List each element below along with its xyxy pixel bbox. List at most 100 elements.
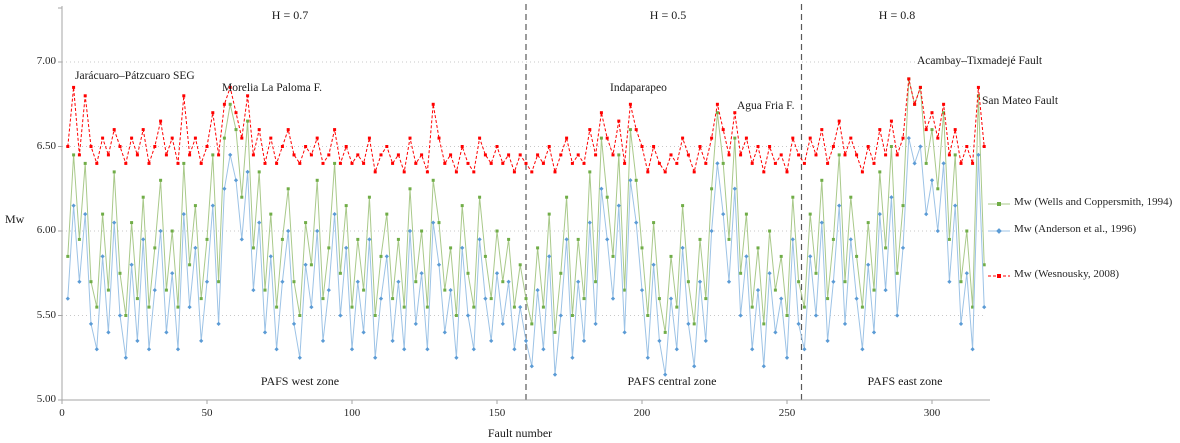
data-marker — [460, 204, 464, 208]
data-marker — [866, 221, 870, 225]
data-marker — [379, 254, 383, 258]
data-marker — [222, 186, 227, 191]
data-marker — [94, 347, 99, 352]
data-marker — [391, 297, 395, 301]
data-marker — [883, 287, 888, 293]
data-marker — [494, 271, 500, 276]
data-marker — [326, 287, 331, 293]
data-marker — [547, 254, 552, 259]
data-marker — [355, 279, 360, 284]
data-marker — [756, 246, 760, 250]
data-marker — [327, 153, 331, 157]
data-marker — [768, 229, 772, 233]
data-marker — [129, 262, 134, 267]
data-marker — [947, 153, 951, 157]
data-marker — [251, 246, 255, 250]
data-marker — [420, 153, 424, 157]
data-marker — [77, 279, 82, 284]
data-marker — [547, 212, 551, 216]
data-marker — [292, 153, 296, 157]
data-marker — [855, 254, 859, 258]
data-marker — [193, 204, 197, 208]
data-marker — [623, 288, 627, 292]
data-marker — [976, 85, 980, 89]
data-marker — [860, 170, 864, 174]
data-marker — [408, 136, 412, 140]
data-marker — [512, 347, 517, 352]
data-marker — [732, 186, 737, 191]
data-marker — [710, 136, 714, 140]
data-marker — [710, 187, 714, 191]
data-marker — [680, 245, 685, 251]
data-marker — [170, 271, 175, 276]
data-marker — [350, 305, 354, 309]
data-marker — [773, 330, 778, 335]
data-marker — [147, 305, 151, 309]
data-marker — [344, 204, 348, 208]
data-marker — [257, 220, 262, 225]
data-marker — [222, 136, 226, 140]
data-marker — [535, 287, 540, 293]
legend-label: Mw (Wesnousky, 2008) — [1014, 268, 1120, 280]
data-marker — [396, 237, 400, 241]
data-marker — [344, 145, 348, 148]
data-marker — [106, 153, 110, 157]
data-marker — [646, 314, 650, 317]
data-marker — [425, 305, 429, 309]
data-marker — [89, 145, 93, 148]
data-marker — [269, 136, 273, 140]
data-marker — [181, 211, 186, 217]
data-marker — [681, 136, 685, 140]
data-marker — [842, 321, 848, 327]
data-marker — [205, 237, 209, 241]
data-marker — [391, 161, 395, 165]
data-marker — [692, 364, 697, 369]
data-marker — [460, 245, 465, 251]
data-marker — [599, 111, 603, 115]
data-marker — [477, 237, 482, 242]
data-marker — [616, 203, 621, 208]
data-marker — [298, 314, 302, 317]
data-marker — [506, 279, 511, 284]
data-marker — [634, 128, 638, 132]
data-marker — [901, 204, 905, 208]
data-marker — [901, 136, 905, 140]
legend-item-anderson: Mw (Anderson et al., 1996) — [988, 223, 1178, 239]
data-marker — [779, 254, 783, 258]
data-marker — [761, 364, 766, 369]
data-marker — [466, 271, 470, 275]
data-marker — [982, 145, 986, 148]
data-marker — [826, 161, 830, 165]
data-marker — [188, 263, 192, 267]
data-marker — [141, 195, 145, 199]
data-marker — [478, 195, 482, 199]
data-marker — [721, 128, 725, 132]
data-marker — [553, 330, 557, 334]
data-marker — [275, 161, 279, 165]
data-marker — [512, 305, 516, 309]
data-marker — [153, 145, 157, 148]
data-marker — [106, 330, 111, 335]
data-marker — [530, 322, 534, 326]
data-marker — [976, 94, 980, 98]
data-marker — [715, 102, 719, 106]
data-marker — [936, 136, 940, 140]
data-marker — [982, 263, 986, 267]
data-marker — [489, 297, 493, 301]
data-marker — [929, 178, 935, 183]
data-marker — [605, 195, 609, 199]
data-marker — [889, 195, 894, 200]
data-marker — [565, 195, 569, 199]
data-marker — [414, 161, 418, 165]
data-marker — [634, 178, 638, 182]
data-marker — [547, 145, 551, 148]
data-marker — [315, 178, 319, 182]
data-marker — [117, 313, 123, 318]
data-marker — [790, 237, 795, 242]
data-marker — [697, 279, 703, 284]
data-marker — [529, 364, 534, 369]
data-marker — [594, 153, 598, 157]
data-marker — [733, 111, 737, 115]
data-marker — [66, 254, 70, 258]
data-marker — [77, 153, 81, 157]
